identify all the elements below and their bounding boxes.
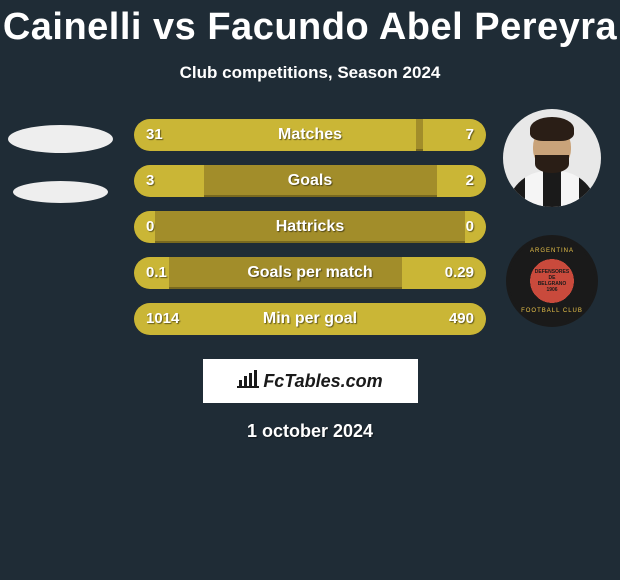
comparison-section: ARGENTINA DEFENSORES DE BELGRANO 1906 FO…: [0, 119, 620, 335]
comparison-bars: 317Matches 32Goals 00Hattricks 0.10.29Goals…: [134, 119, 486, 335]
bar-label: Hattricks: [134, 211, 486, 243]
page-title: Cainelli vs Facundo Abel Pereyra: [0, 0, 620, 49]
left-player-placeholder-1: [8, 125, 113, 153]
infographic-root: Cainelli vs Facundo Abel Pereyra Club co…: [0, 0, 620, 580]
badge-inner: DEFENSORES DE BELGRANO 1906: [533, 262, 571, 300]
badge-bottom-text: FOOTBALL CLUB: [509, 308, 595, 314]
bar-label: Goals per match: [134, 257, 486, 289]
badge-line-4: 1906: [546, 287, 557, 293]
left-player-placeholder-2: [13, 181, 108, 203]
left-player-column: [8, 119, 113, 203]
comparison-bar: 00Hattricks: [134, 211, 486, 243]
right-player-column: ARGENTINA DEFENSORES DE BELGRANO 1906 FO…: [492, 109, 612, 327]
page-subtitle: Club competitions, Season 2024: [0, 63, 620, 83]
bar-label: Matches: [134, 119, 486, 151]
right-player-avatar: [503, 109, 601, 207]
logo-text: FcTables.com: [263, 371, 382, 392]
infographic-date: 1 october 2024: [0, 421, 620, 442]
comparison-bar: 1014490Min per goal: [134, 303, 486, 335]
avatar-hair: [530, 117, 574, 141]
comparison-bar: 32Goals: [134, 165, 486, 197]
right-club-badge: ARGENTINA DEFENSORES DE BELGRANO 1906 FO…: [506, 235, 598, 327]
logo-box: FcTables.com: [203, 359, 418, 403]
comparison-bar: 317Matches: [134, 119, 486, 151]
bar-label: Min per goal: [134, 303, 486, 335]
chart-icon: [237, 370, 259, 393]
bar-label: Goals: [134, 165, 486, 197]
avatar-jersey: [507, 171, 597, 207]
badge-top-text: ARGENTINA: [509, 248, 595, 254]
avatar-beard: [535, 155, 569, 173]
comparison-bar: 0.10.29Goals per match: [134, 257, 486, 289]
